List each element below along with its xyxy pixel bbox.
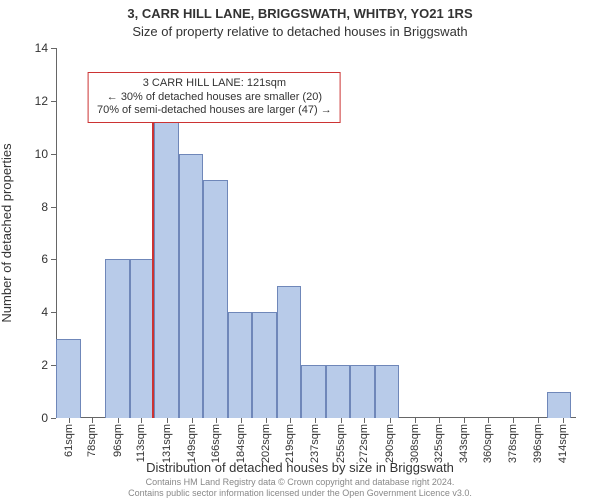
x-tick [390, 418, 391, 423]
x-tick-label: 166sqm [210, 424, 222, 463]
histogram-bar [277, 286, 302, 418]
x-tick [464, 418, 465, 423]
histogram-bar [179, 154, 204, 418]
x-tick-label: 61sqm [63, 424, 75, 457]
y-tick-label: 14 [35, 41, 48, 55]
callout-line-2: ← 30% of detached houses are smaller (20… [97, 91, 332, 105]
x-tick-label: 78sqm [86, 424, 98, 457]
x-tick-label: 325sqm [433, 424, 445, 463]
property-marker-line [152, 74, 154, 418]
x-tick-label: 202sqm [260, 424, 272, 463]
histogram-bar [301, 365, 326, 418]
x-tick [364, 418, 365, 423]
histogram-bar [154, 101, 179, 418]
callout-line-1: 3 CARR HILL LANE: 121sqm [97, 77, 332, 91]
x-tick-label: 96sqm [112, 424, 124, 457]
footer-line-1: Contains HM Land Registry data © Crown c… [0, 477, 600, 487]
x-tick-label: 255sqm [335, 424, 347, 463]
y-tick [51, 259, 56, 260]
x-tick-label: 131sqm [161, 424, 173, 463]
x-tick-label: 149sqm [186, 424, 198, 463]
x-tick [415, 418, 416, 423]
x-tick [439, 418, 440, 423]
histogram-bar [350, 365, 375, 418]
y-tick [51, 154, 56, 155]
callout-line-3: 70% of semi-detached houses are larger (… [97, 104, 332, 118]
x-tick-label: 237sqm [309, 424, 321, 463]
histogram-bar [130, 259, 155, 418]
y-tick-label: 4 [41, 305, 48, 319]
histogram-bar [326, 365, 351, 418]
x-tick [315, 418, 316, 423]
y-axis-label: Number of detached properties [0, 143, 14, 322]
x-tick-label: 378sqm [507, 424, 519, 463]
x-tick-label: 272sqm [358, 424, 370, 463]
histogram-bar [105, 259, 130, 418]
x-tick-label: 414sqm [557, 424, 569, 463]
x-tick [290, 418, 291, 423]
x-tick-label: 290sqm [384, 424, 396, 463]
chart-subtitle: Size of property relative to detached ho… [0, 24, 600, 40]
x-tick [92, 418, 93, 423]
chart-titles: 3, CARR HILL LANE, BRIGGSWATH, WHITBY, Y… [0, 6, 600, 39]
y-tick-label: 12 [35, 94, 48, 108]
y-tick [51, 312, 56, 313]
x-tick [69, 418, 70, 423]
x-tick [538, 418, 539, 423]
x-tick [192, 418, 193, 423]
x-tick [241, 418, 242, 423]
x-tick [513, 418, 514, 423]
x-tick [341, 418, 342, 423]
x-tick-label: 184sqm [235, 424, 247, 463]
x-tick-label: 360sqm [482, 424, 494, 463]
x-tick [141, 418, 142, 423]
x-tick [167, 418, 168, 423]
x-tick-label: 343sqm [458, 424, 470, 463]
footer-line-2: Contains public sector information licen… [0, 488, 600, 498]
x-tick-label: 396sqm [532, 424, 544, 463]
x-tick [266, 418, 267, 423]
x-tick [563, 418, 564, 423]
x-tick [216, 418, 217, 423]
y-tick [51, 48, 56, 49]
footer-attribution: Contains HM Land Registry data © Crown c… [0, 477, 600, 498]
y-tick-label: 6 [41, 252, 48, 266]
histogram-bar [375, 365, 400, 418]
x-tick-label: 308sqm [409, 424, 421, 463]
y-tick [51, 418, 56, 419]
y-tick [51, 207, 56, 208]
y-tick-label: 2 [41, 358, 48, 372]
chart-title: 3, CARR HILL LANE, BRIGGSWATH, WHITBY, Y… [0, 6, 600, 22]
plot-area: 0246810121461sqm78sqm96sqm113sqm131sqm14… [56, 48, 576, 418]
histogram-bar [252, 312, 277, 418]
x-tick-label: 219sqm [284, 424, 296, 463]
x-tick-label: 113sqm [135, 424, 147, 462]
property-callout: 3 CARR HILL LANE: 121sqm← 30% of detache… [88, 72, 341, 123]
y-tick [51, 101, 56, 102]
x-axis-label: Distribution of detached houses by size … [0, 460, 600, 475]
y-tick-label: 0 [41, 411, 48, 425]
chart-container: 3, CARR HILL LANE, BRIGGSWATH, WHITBY, Y… [0, 0, 600, 500]
histogram-bar [56, 339, 81, 418]
y-tick-label: 10 [35, 147, 48, 161]
y-tick-label: 8 [41, 200, 48, 214]
histogram-bar [203, 180, 228, 418]
x-tick [488, 418, 489, 423]
x-tick [118, 418, 119, 423]
histogram-bar [228, 312, 253, 418]
histogram-bar [547, 392, 572, 418]
